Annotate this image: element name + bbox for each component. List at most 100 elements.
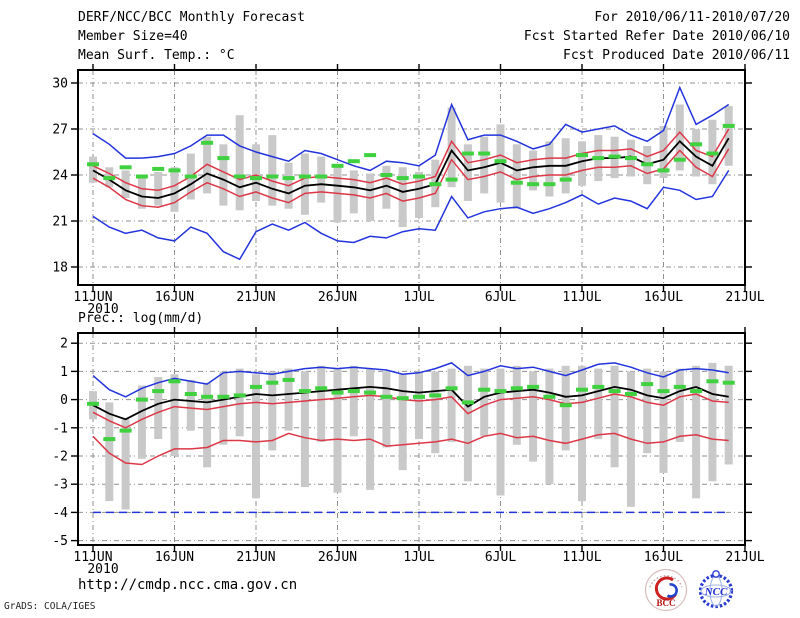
precipitation-forecast-observation-dash <box>380 394 393 399</box>
x-tick-label: 21JUL <box>725 550 764 565</box>
y-tick-label: -2 <box>52 450 68 465</box>
ensemble-spread-bar <box>154 171 163 206</box>
precipitation-forecast-observation-dash <box>152 389 165 394</box>
surface-temperature-forecast: 18 21 24 27 30 11JUN 16JUN 21JUN 26JUN 1JUL 6JUL 11… <box>52 64 765 317</box>
y-tick-label: 27 <box>52 122 68 137</box>
member-size-label: Member Size=40 <box>78 29 188 44</box>
surface-temperature-forecast-observation-dash <box>184 174 197 179</box>
precipitation-forecast-observation-dash <box>315 386 328 391</box>
precipitation-forecast-observation-dash <box>282 377 295 382</box>
precipitation-forecast-observation-dash <box>184 392 197 396</box>
precipitation-forecast-observation-dash <box>478 387 491 392</box>
x-axis-year-label: 2010 <box>87 562 118 577</box>
surface-temperature-forecast-observation-dash <box>315 174 328 179</box>
ncc-logo-text: NCC <box>704 586 728 598</box>
x-tick-label: 21JUL <box>725 290 764 305</box>
surface-temperature-forecast-observation-dash <box>331 163 344 168</box>
bcc-logo-text: BCC <box>656 598 675 608</box>
ensemble-spread-bar <box>447 107 456 188</box>
precipitation-forecast-observation-dash <box>168 379 181 384</box>
surface-temperature-forecast-observation-dash <box>266 174 279 179</box>
ensemble-spread-bar <box>284 368 293 431</box>
y-tick-label: -1 <box>52 421 68 436</box>
surface-temperature-forecast-observation-dash <box>87 162 99 167</box>
x-tick-label: 16JUN <box>155 550 194 565</box>
ensemble-spread-bar <box>463 365 472 482</box>
surface-temperature-forecast-observation-dash <box>673 157 686 162</box>
y-tick-label: -4 <box>52 506 68 521</box>
surface-temperature-forecast-observation-dash <box>217 156 230 161</box>
ensemble-spread-bar <box>268 135 277 206</box>
surface-temperature-forecast-upper-spread <box>92 128 730 192</box>
ensemble-spread-bar <box>137 385 146 459</box>
surface-temperature-forecast-observation-dash <box>429 182 442 187</box>
y-tick-label: -3 <box>52 478 68 493</box>
surface-temperature-forecast-observation-dash <box>282 176 295 181</box>
ensemble-spread-bar <box>349 365 358 437</box>
ensemble-spread-bar <box>692 129 701 177</box>
x-tick-label: 11JUN <box>73 550 112 565</box>
surface-temperature-forecast-observation-dash <box>478 151 491 156</box>
ensemble-spread-bar <box>415 371 423 440</box>
precipitation-forecast-observation-dash <box>543 394 556 399</box>
ensemble-spread-bar <box>300 153 309 215</box>
precipitation-forecast-observation-dash <box>657 389 670 394</box>
precipitation-forecast-observation-dash <box>266 380 279 385</box>
y-tick-label: -5 <box>52 534 68 549</box>
website-url: http://cmdp.ncc.cma.gov.cn <box>78 577 298 593</box>
surface-temperature-forecast-observation-dash <box>364 153 377 158</box>
x-tick-label: 11JUL <box>562 550 601 565</box>
x-tick-label: 26JUN <box>318 290 357 305</box>
ensemble-spread-bar <box>170 374 179 456</box>
ensemble-spread-bar <box>529 371 538 462</box>
ensemble-spread-bar <box>708 362 717 482</box>
y-tick-label: 30 <box>52 77 68 92</box>
precipitation-forecast-observation-dash <box>576 387 588 392</box>
ensemble-spread-bar <box>317 156 326 203</box>
ensemble-spread-bar <box>512 144 521 209</box>
ensemble-spread-bar <box>398 374 407 471</box>
logos: BCC NCC <box>644 568 739 612</box>
ensemble-spread-bar <box>121 419 130 510</box>
fcst-start-date-label: Fcst Started Refer Date 2010/06/10 <box>523 29 790 44</box>
surface-temperature-forecast-ensemble-max <box>92 85 730 172</box>
surface-temperature-forecast-observation-dash <box>576 153 588 158</box>
precipitation-forecast-observation-dash <box>217 394 230 399</box>
y-tick-label: 21 <box>52 214 68 229</box>
surface-temperature-forecast-observation-dash <box>135 174 148 179</box>
ensemble-spread-bar <box>121 170 130 198</box>
precipitation-forecast-observation-dash <box>722 380 735 385</box>
ensemble-spread-bar <box>398 167 407 228</box>
ensemble-spread-bar <box>268 371 277 451</box>
ensemble-spread-bar <box>512 365 521 445</box>
precipitation-forecast-observation-dash <box>135 397 148 402</box>
precipitation-forecast-observation-dash <box>347 389 360 394</box>
y-tick-label: 1 <box>60 365 68 380</box>
precipitation-forecast: -5 -4 -3 -2 -1 0 1 2 11JUN 16JUN 21JUN 26JUN 1JUL 6JU… <box>52 327 765 577</box>
ensemble-spread-bar <box>252 374 260 499</box>
precipitation-forecast-observation-dash <box>624 392 637 396</box>
y-tick-label: 2 <box>60 337 68 352</box>
precipitation-forecast-ensemble-mean <box>92 385 729 421</box>
ensemble-spread-bar <box>333 368 342 493</box>
precipitation-forecast-observation-dash <box>461 400 474 405</box>
precipitation-forecast-observation-dash <box>706 379 719 384</box>
x-tick-label: 11JUL <box>562 290 601 305</box>
surface-temperature-forecast-observation-dash <box>690 142 703 147</box>
precipitation-forecast-observation-dash <box>119 428 132 433</box>
ensemble-spread-bar <box>659 371 668 473</box>
surface-temperature-forecast-observation-dash <box>494 159 507 164</box>
ensemble-spread-bar <box>382 165 391 209</box>
precipitation-forecast-observation-dash <box>201 394 214 399</box>
x-tick-label: 6JUL <box>485 290 516 305</box>
ensemble-spread-bar <box>186 379 195 431</box>
ensemble-spread-bar <box>724 365 733 465</box>
surface-temperature-forecast-observation-dash <box>103 176 116 181</box>
precipitation-forecast-observation-dash <box>559 403 572 408</box>
temp-chart-title: Mean Surf. Temp.: °C <box>78 48 235 63</box>
ensemble-spread-bar <box>300 371 309 487</box>
ensemble-spread-bar <box>317 365 326 442</box>
forecast-range-label: For 2010/06/11-2010/07/20 <box>594 10 790 25</box>
surface-temperature-forecast-observation-dash <box>543 182 556 187</box>
